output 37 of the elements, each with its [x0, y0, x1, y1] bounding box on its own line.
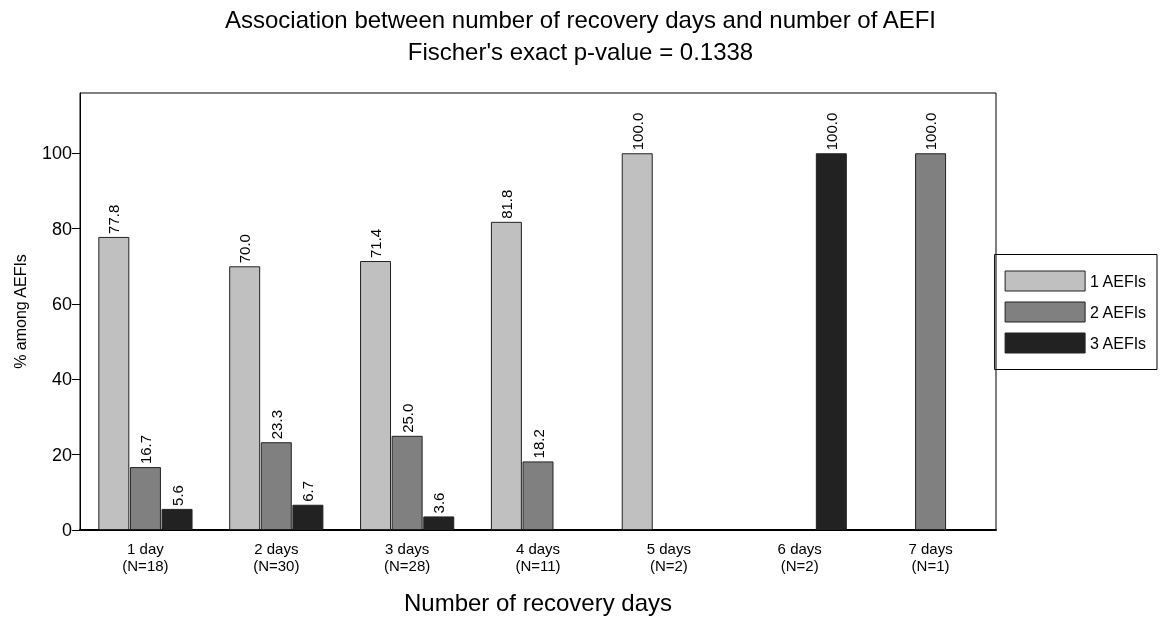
data-label: 100.0	[822, 112, 840, 151]
data-label: 100.0	[628, 112, 646, 151]
data-label: 16.7	[136, 434, 154, 465]
data-label: 81.8	[497, 189, 515, 219]
data-label: 71.4	[367, 228, 385, 259]
legend-label: 3 AEFIs	[1090, 334, 1147, 352]
data-label: 100.0	[922, 112, 940, 151]
x-tick-label: 1 day (N=18)	[122, 540, 169, 574]
y-tick-label: 60	[51, 293, 72, 314]
x-tick-label: 5 days (N=2)	[646, 540, 691, 574]
x-tick-label: 6 days (N=2)	[777, 540, 822, 574]
y-tick-label: 0	[61, 520, 72, 540]
bar	[621, 153, 653, 530]
data-label: 77.8	[105, 204, 123, 234]
x-tick-label: 2 days (N=30)	[253, 540, 300, 574]
y-tick-label: 80	[51, 218, 72, 239]
x-tick-label: 3 days (N=28)	[384, 540, 431, 574]
bar	[915, 153, 947, 530]
x-tick-label: 4 days (N=11)	[515, 540, 561, 574]
data-label: 70.0	[236, 234, 254, 264]
legend-label: 1 AEFIs	[1090, 272, 1147, 290]
y-tick-label: 20	[51, 444, 72, 465]
chart-subtitle: Fischer's exact p-value = 0.1338	[407, 37, 754, 65]
chart-title: Association between number of recovery days and number of AEFI	[224, 5, 937, 33]
data-label: 18.2	[529, 429, 547, 459]
y-tick-label: 100	[41, 143, 72, 164]
data-label: 5.6	[168, 485, 186, 506]
y-axis-title: % among AEFIs	[11, 254, 29, 369]
x-axis-title: Number of recovery days	[403, 588, 673, 616]
legend-label: 2 AEFIs	[1090, 303, 1147, 321]
x-tick-label: 7 days (N=1)	[908, 540, 953, 574]
data-label: 25.0	[398, 403, 416, 433]
y-tick-label: 40	[51, 369, 72, 390]
bar	[815, 153, 847, 530]
data-label: 3.6	[430, 492, 448, 514]
data-label: 23.3	[267, 410, 285, 440]
data-label: 6.7	[299, 480, 317, 502]
